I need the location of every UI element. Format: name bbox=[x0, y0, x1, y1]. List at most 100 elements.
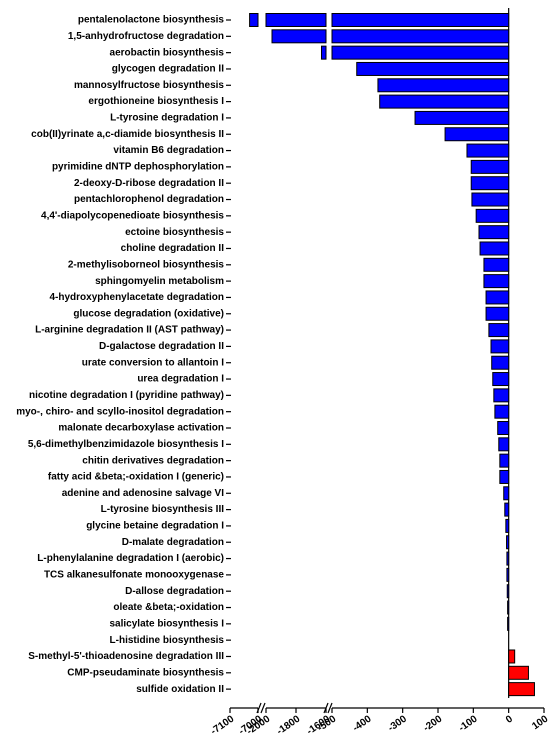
bar bbox=[503, 486, 510, 501]
bar bbox=[504, 502, 510, 517]
bar bbox=[505, 518, 510, 533]
y-tick-label: L-phenylalanine degradation I (aerobic) bbox=[37, 553, 224, 564]
x-tick-label: 100 bbox=[530, 713, 550, 732]
y-tick-label: vitamin B6 degradation bbox=[113, 145, 224, 156]
y-tick-label: ergothioneine biosynthesis I bbox=[88, 96, 224, 107]
bar bbox=[506, 551, 510, 566]
y-tick-label: D-malate degradation bbox=[122, 537, 224, 548]
bar bbox=[506, 584, 510, 599]
y-tick-label: S-methyl-5'-thioadenosine degradation II… bbox=[28, 651, 224, 662]
bar bbox=[506, 567, 510, 582]
bar bbox=[331, 13, 510, 27]
y-tick-label: aerobactin biosynthesis bbox=[110, 47, 225, 58]
bar bbox=[414, 110, 510, 125]
bar bbox=[377, 78, 510, 93]
bar bbox=[499, 453, 510, 468]
bar bbox=[483, 274, 510, 289]
y-tick-label: 2-methylisoborneol biosynthesis bbox=[68, 259, 225, 270]
y-tick-label: fatty acid &beta;-oxidation I (generic) bbox=[48, 472, 224, 483]
y-tick-label: mannosylfructose biosynthesis bbox=[74, 80, 224, 91]
bar bbox=[494, 404, 510, 419]
bar bbox=[249, 13, 259, 27]
y-tick-label: glycine betaine degradation I bbox=[86, 521, 224, 532]
bar bbox=[479, 241, 510, 256]
y-tick-label: pentalenolactone biosynthesis bbox=[78, 15, 225, 26]
y-tick-label: salicylate biosynthesis I bbox=[110, 618, 225, 629]
bar bbox=[507, 616, 510, 631]
bar bbox=[493, 388, 510, 403]
bar bbox=[508, 682, 535, 697]
axis-break bbox=[323, 702, 329, 714]
y-tick-label: adenine and adenosine salvage VI bbox=[62, 488, 225, 499]
bar bbox=[508, 649, 516, 664]
bar bbox=[497, 421, 510, 435]
x-tick-label: -7100 bbox=[209, 713, 237, 736]
bar bbox=[444, 127, 510, 142]
y-tick-label: choline degradation II bbox=[121, 243, 225, 254]
y-tick-label: CMP-pseudaminate biosynthesis bbox=[67, 667, 224, 678]
bar bbox=[488, 323, 510, 338]
y-tick-label: sulfide oxidation II bbox=[136, 684, 224, 695]
bar bbox=[321, 45, 327, 60]
y-tick-label: pyrimidine dNTP dephosphorylation bbox=[52, 162, 224, 173]
bar bbox=[492, 372, 510, 387]
bar bbox=[485, 306, 510, 321]
y-tick-label: glycogen degradation II bbox=[112, 64, 224, 75]
y-tick-label: TCS alkanesulfonate monooxygenase bbox=[44, 570, 224, 581]
bar bbox=[271, 29, 327, 44]
x-tick-label: 0 bbox=[504, 713, 515, 725]
y-tick-label: 2-deoxy-D-ribose degradation II bbox=[74, 178, 224, 189]
x-tick-label: -1800 bbox=[275, 713, 303, 736]
y-tick-label: ectoine biosynthesis bbox=[125, 227, 224, 238]
y-tick-label: glucose degradation (oxidative) bbox=[73, 308, 224, 319]
bar bbox=[475, 208, 510, 223]
y-tick-label: L-tyrosine biosynthesis III bbox=[101, 504, 225, 515]
bar bbox=[379, 94, 510, 109]
axis-break bbox=[327, 702, 333, 714]
y-tick-label: 5,6-dimethylbenzimidazole biosynthesis I bbox=[28, 439, 224, 450]
bar bbox=[470, 159, 510, 174]
y-tick-label: 1,5-anhydrofructose degradation bbox=[68, 31, 224, 42]
y-tick-label: L-arginine degradation II (AST pathway) bbox=[35, 325, 224, 336]
y-tick-label: chitin derivatives degradation bbox=[82, 455, 224, 466]
bar bbox=[483, 257, 510, 272]
y-tick-label: L-tyrosine degradation I bbox=[110, 113, 224, 124]
bar bbox=[331, 45, 510, 60]
y-tick-label: D-galactose degradation II bbox=[99, 341, 224, 352]
x-tick-label: -100 bbox=[457, 713, 480, 734]
bar bbox=[506, 535, 510, 550]
y-tick-label: nicotine degradation I (pyridine pathway… bbox=[29, 390, 224, 401]
bar bbox=[470, 176, 510, 191]
y-tick-label: myo-, chiro- and scyllo-inositol degrada… bbox=[16, 406, 224, 417]
bar bbox=[356, 61, 510, 76]
x-tick-label: -500 bbox=[316, 713, 339, 734]
y-tick-label: 4,4'-diapolycopenedioate biosynthesis bbox=[41, 210, 224, 221]
bar bbox=[478, 225, 510, 240]
y-tick-label: malonate decarboxylase activation bbox=[58, 423, 224, 434]
y-tick-label: sphingomyelin metabolism bbox=[95, 276, 224, 287]
bar bbox=[508, 665, 529, 680]
x-tick-label: -400 bbox=[351, 713, 374, 734]
bar bbox=[331, 29, 510, 44]
bar bbox=[265, 13, 327, 27]
y-tick-label: D-allose degradation bbox=[125, 586, 224, 597]
bar bbox=[507, 600, 510, 615]
y-tick-label: 4-hydroxyphenylacetate degradation bbox=[50, 292, 225, 303]
y-tick-label: oleate &beta;-oxidation bbox=[113, 602, 224, 613]
bar bbox=[485, 290, 510, 305]
y-tick-label: urate conversion to allantoin I bbox=[82, 357, 224, 368]
y-tick-label: urea degradation I bbox=[137, 374, 224, 385]
bar bbox=[499, 469, 510, 484]
y-tick-label: L-histidine biosynthesis bbox=[110, 635, 225, 646]
x-tick-label: -200 bbox=[422, 713, 445, 734]
bar bbox=[490, 339, 510, 354]
axis-break bbox=[256, 702, 262, 714]
bar bbox=[498, 437, 510, 452]
bar bbox=[471, 192, 510, 207]
axis-break bbox=[260, 702, 266, 714]
y-tick-label: cob(II)yrinate a,c-diamide biosynthesis … bbox=[31, 129, 224, 140]
bar bbox=[466, 143, 510, 158]
y-tick-label: pentachlorophenol degradation bbox=[74, 194, 224, 205]
bar bbox=[491, 355, 510, 370]
